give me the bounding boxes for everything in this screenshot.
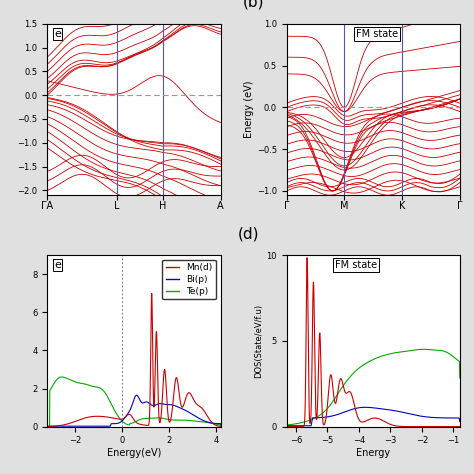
Text: e: e bbox=[55, 29, 61, 39]
Text: e: e bbox=[55, 260, 61, 270]
Legend: Mn(d), Bi(p), Te(p): Mn(d), Bi(p), Te(p) bbox=[162, 260, 216, 299]
X-axis label: Energy: Energy bbox=[356, 448, 390, 458]
X-axis label: Energy(eV): Energy(eV) bbox=[107, 448, 161, 458]
Text: (b): (b) bbox=[243, 0, 264, 10]
Y-axis label: Energy (eV): Energy (eV) bbox=[244, 81, 254, 138]
Y-axis label: DOS(State/eV/f.u): DOS(State/eV/f.u) bbox=[255, 304, 264, 378]
Text: FM state: FM state bbox=[356, 29, 398, 39]
Text: FM state: FM state bbox=[335, 260, 377, 270]
Text: (d): (d) bbox=[238, 227, 259, 241]
